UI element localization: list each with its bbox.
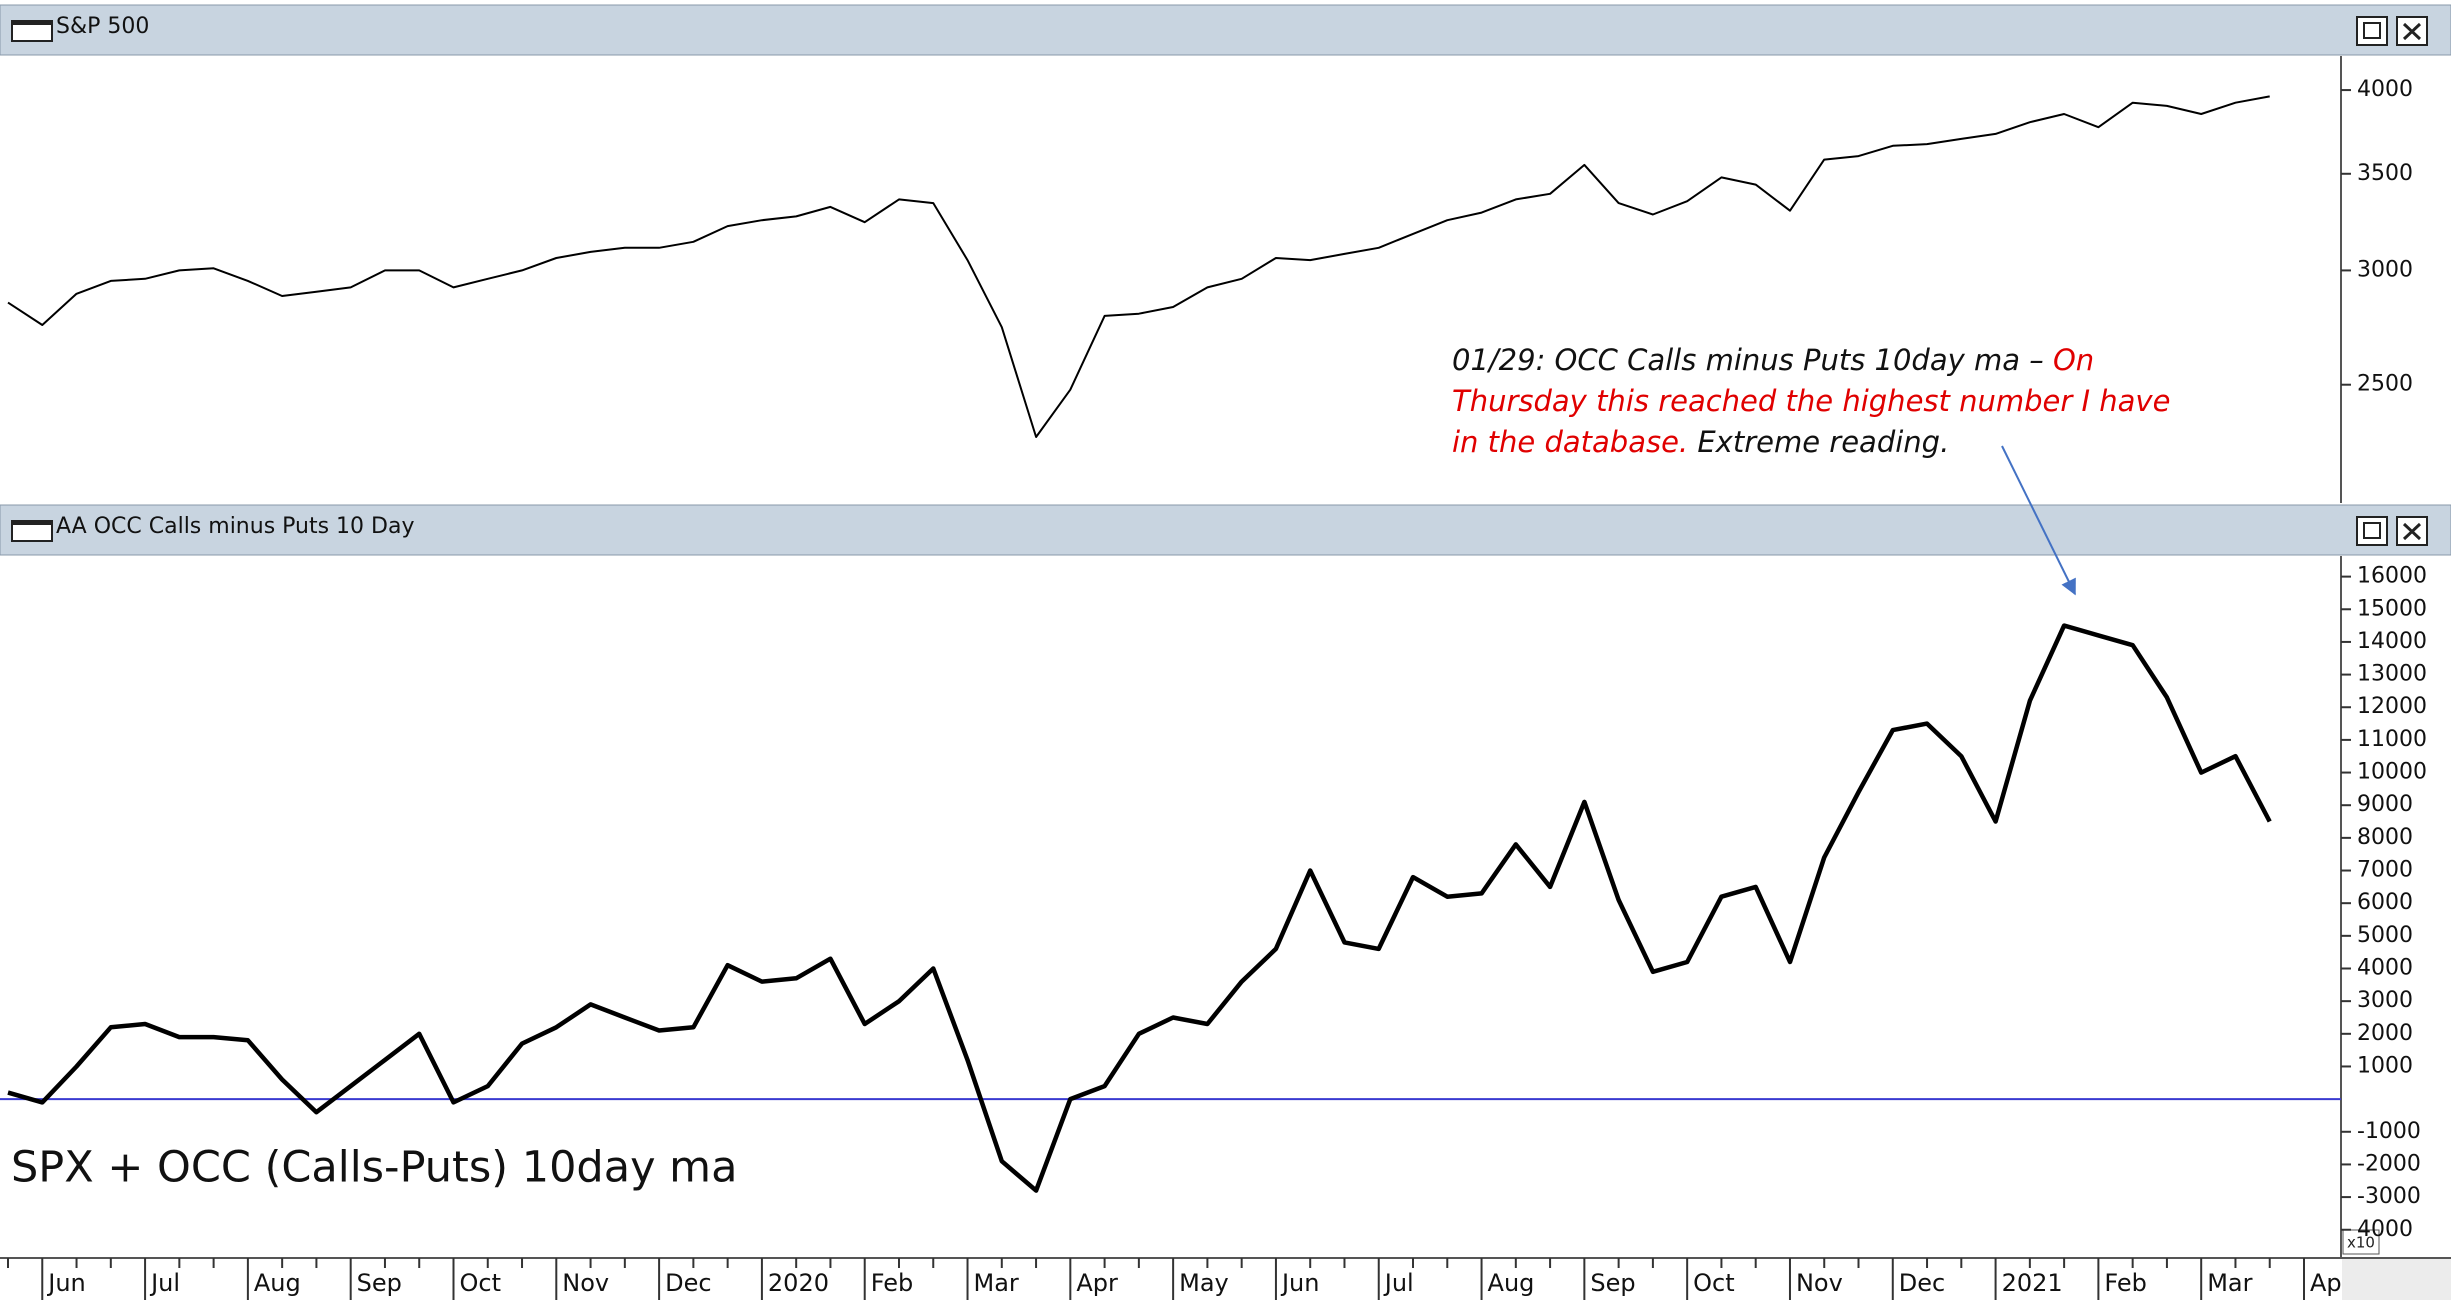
y-tick-label: 6000: [2357, 890, 2413, 915]
y-tick-label: 1000: [2357, 1053, 2413, 1078]
x-tick-label: Feb: [2104, 1269, 2147, 1297]
y-tick-label: 15000: [2357, 596, 2427, 621]
annotation-part: On Thursday this reached the highest num…: [1452, 343, 2171, 459]
y-tick-label: 11000: [2357, 727, 2427, 752]
x-tick-label: 2021: [2002, 1269, 2063, 1297]
window-buttons[interactable]: [2356, 16, 2428, 546]
y-tick-label: 2500: [2357, 372, 2413, 397]
y-tick-label: -1000: [2357, 1119, 2421, 1144]
x-tick-label: 2020: [768, 1269, 829, 1297]
y-tick-label: 3000: [2357, 257, 2413, 282]
y-tick-label: 14000: [2357, 629, 2427, 654]
y-tick-label: 3500: [2357, 161, 2413, 186]
x-tick-label: Nov: [562, 1269, 609, 1297]
y-tick-label: -2000: [2357, 1151, 2421, 1176]
x-tick-label: Ap: [2310, 1269, 2342, 1297]
annotation: 01/29: OCC Calls minus Puts 10day ma – O…: [1452, 340, 2182, 463]
annotation-arrow: [2001, 445, 2076, 596]
y-tick-label: 3000: [2357, 988, 2413, 1013]
series-line: [7, 623, 2272, 1193]
y-tick-label: 4000: [2357, 955, 2413, 980]
x-tick-label: Mar: [974, 1269, 1019, 1297]
pane-header: [0, 4, 2451, 56]
x-tick-label: Dec: [665, 1269, 711, 1297]
x-tick-label: Feb: [871, 1269, 914, 1297]
series-line: [7, 95, 2270, 438]
x-tick-label: Oct: [459, 1269, 501, 1297]
annotation-part: 01/29: OCC Calls minus Puts 10day ma –: [1452, 343, 2053, 377]
x-tick-label: Mar: [2207, 1269, 2252, 1297]
axis-corner: [2342, 1258, 2451, 1300]
multiplier-label: x10: [2347, 1234, 2375, 1252]
x-tick-label: Aug: [1488, 1269, 1535, 1297]
y-tick-label: 2000: [2357, 1021, 2413, 1046]
x-tick-label: Jun: [1280, 1269, 1320, 1297]
x-tick-label: Aug: [254, 1269, 301, 1297]
pane-title: AA OCC Calls minus Puts 10 Day: [56, 514, 414, 539]
y-tick-label: 9000: [2357, 792, 2413, 817]
multiplier-box: [2342, 1229, 2380, 1255]
y-tick-label: 8000: [2357, 825, 2413, 850]
x-tick-label: Dec: [1899, 1269, 1945, 1297]
y-tick-label: 10000: [2357, 760, 2427, 785]
pane-title: S&P 500: [56, 14, 149, 39]
annotation-part: Extreme reading.: [1688, 425, 1950, 459]
x-tick-label: Sep: [357, 1269, 402, 1297]
y-tick-label: 7000: [2357, 858, 2413, 883]
y-tick-label: 4000: [2357, 1217, 2413, 1242]
window-icon: [11, 20, 53, 542]
y-tick-label: -3000: [2357, 1184, 2421, 1209]
x-tick-label: Jul: [149, 1269, 180, 1297]
caption: SPX + OCC (Calls-Puts) 10day ma: [11, 1143, 737, 1193]
x-tick-label: Jun: [46, 1269, 86, 1297]
x-tick-label: Apr: [1076, 1269, 1118, 1297]
y-tick-label: 16000: [2357, 564, 2427, 589]
x-tick-label: Oct: [1693, 1269, 1735, 1297]
y-tick-label: 4000: [2357, 77, 2413, 102]
y-tick-label: 13000: [2357, 662, 2427, 687]
x-tick-label: Nov: [1796, 1269, 1843, 1297]
x-tick-label: Sep: [1590, 1269, 1635, 1297]
y-tick-label: 12000: [2357, 694, 2427, 719]
x-tick-label: Jul: [1383, 1269, 1414, 1297]
y-tick-label: 5000: [2357, 923, 2413, 948]
x-tick-label: May: [1179, 1269, 1229, 1297]
